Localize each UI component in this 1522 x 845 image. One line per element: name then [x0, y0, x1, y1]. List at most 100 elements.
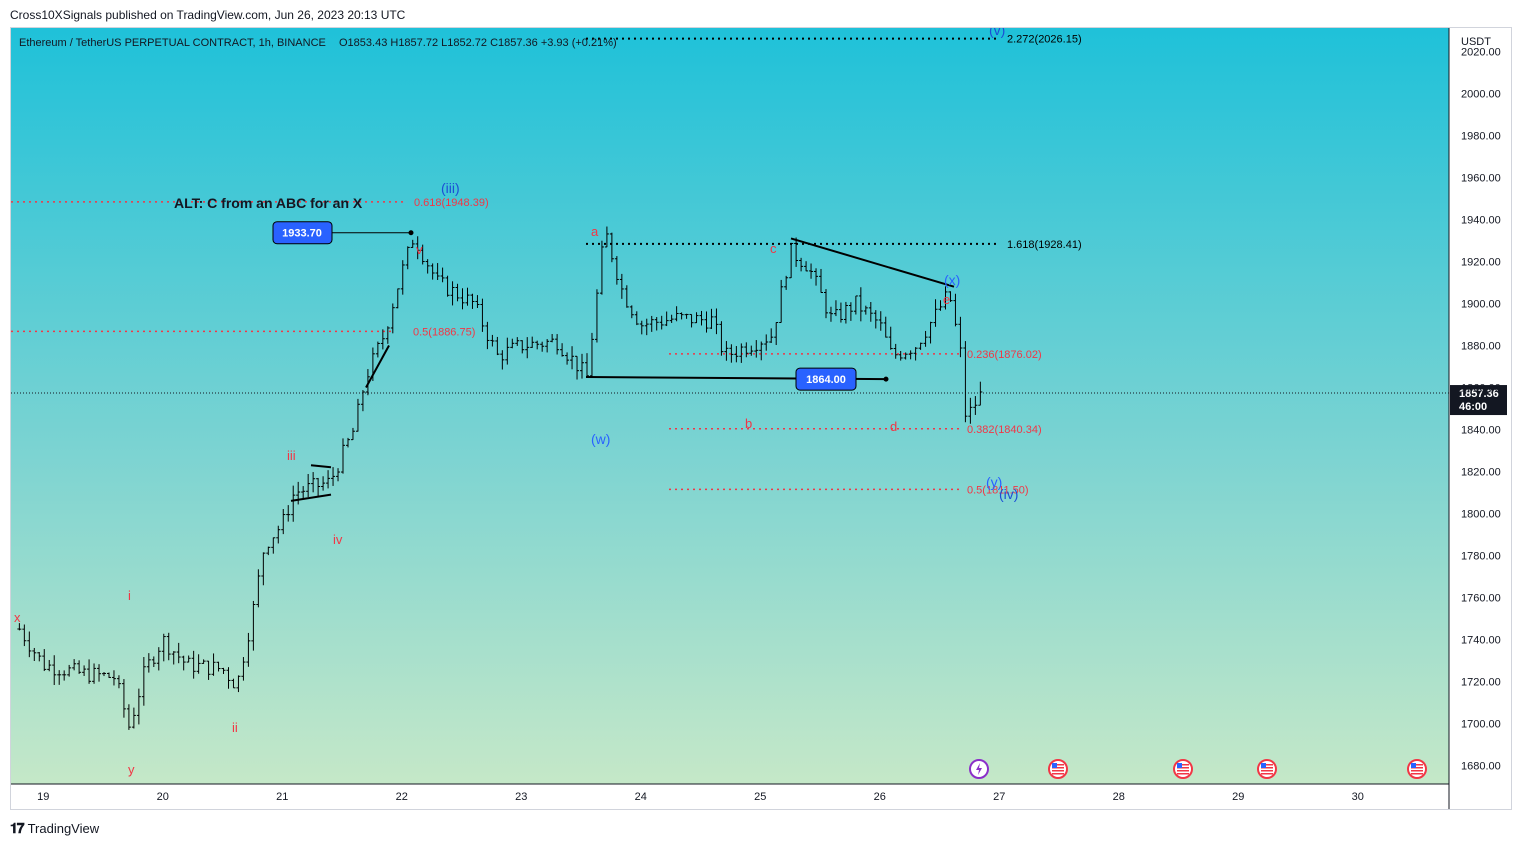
- candle-176: [893, 343, 898, 359]
- candle-114: [584, 353, 589, 377]
- price-tick-16: 1700.00: [1461, 719, 1501, 731]
- candle-135: [689, 313, 694, 328]
- candle-136: [694, 312, 699, 324]
- current-price-badge-bg: [1450, 385, 1507, 416]
- time-tick-4: 23: [515, 791, 527, 803]
- flag-canton: [1411, 763, 1416, 768]
- footer-brand[interactable]: TradingView: [27, 821, 100, 836]
- candle-100: [515, 337, 520, 346]
- candle-115: [589, 332, 594, 377]
- flag-stripe-2: [1052, 770, 1064, 772]
- current-price-value: 1857.36: [1459, 388, 1499, 400]
- candle-171: [868, 302, 873, 322]
- candle-81: [420, 244, 425, 265]
- candle-10: [67, 664, 72, 677]
- candle-157: [799, 257, 804, 272]
- wedge-line-2: [290, 493, 332, 502]
- wave-label-0: x: [14, 610, 21, 625]
- candle-13: [82, 665, 87, 676]
- wedge-line-3: [310, 464, 332, 469]
- candle-121: [619, 273, 624, 299]
- candle-50: [266, 546, 271, 556]
- us-flag-event-icon[interactable]: [1048, 759, 1068, 779]
- us-flag-event-icon[interactable]: [1173, 759, 1193, 779]
- candle-138: [704, 311, 709, 333]
- time-tick-1: 20: [157, 791, 169, 803]
- candle-42: [226, 667, 231, 689]
- price-tag-high-box: [272, 221, 333, 245]
- legend-symbol: Ethereum / TetherUS PERPETUAL CONTRACT, …: [19, 37, 326, 49]
- candle-118: [604, 226, 609, 248]
- candle-187: [948, 291, 953, 302]
- flag-stripe-3: [1411, 773, 1423, 775]
- publisher-line: Cross10XSignals published on TradingView…: [10, 8, 406, 22]
- candle-180: [913, 347, 918, 361]
- time-tick-6: 25: [754, 791, 766, 803]
- flag-stripe-0: [1177, 764, 1189, 766]
- candle-129: [659, 315, 664, 330]
- wave-label-11: d: [890, 419, 897, 434]
- candle-16: [97, 664, 102, 682]
- candle-161: [819, 268, 824, 293]
- candle-64: [336, 468, 341, 482]
- candle-69: [360, 390, 365, 412]
- candle-14: [87, 659, 92, 684]
- candle-125: [639, 320, 644, 335]
- candle-40: [216, 661, 221, 672]
- price-tag-high-dot: [408, 230, 414, 236]
- candle-137: [699, 310, 704, 326]
- candle-104: [535, 340, 540, 350]
- candle-159: [809, 263, 814, 279]
- candle-36: [196, 654, 201, 674]
- candle-127: [649, 315, 654, 332]
- candle-153: [779, 279, 784, 323]
- wave-label-1: y: [128, 762, 135, 777]
- candle-102: [525, 337, 530, 359]
- candle-41: [221, 667, 226, 674]
- price-tick-14: 1740.00: [1461, 635, 1501, 647]
- candle-172: [873, 310, 878, 329]
- candle-3: [32, 647, 37, 662]
- candle-80: [415, 236, 420, 260]
- price-chart[interactable]: 2.272(2026.15) 1.618(1928.41) 0.618(1948.3…: [11, 28, 1511, 809]
- candle-162: [823, 289, 828, 319]
- wave-label-9: b: [745, 416, 752, 431]
- lightning-event-icon[interactable]: [969, 759, 989, 779]
- candle-90: [465, 287, 470, 306]
- candle-99: [510, 338, 515, 349]
- candle-113: [580, 353, 585, 379]
- time-tick-11: 30: [1352, 791, 1364, 803]
- price-tick-3: 1960.00: [1461, 173, 1501, 185]
- time-tick-8: 27: [993, 791, 1005, 803]
- time-tick-10: 29: [1232, 791, 1244, 803]
- candle-75: [390, 303, 395, 334]
- candle-60: [316, 477, 321, 497]
- candle-146: [744, 342, 749, 358]
- candle-59: [311, 472, 316, 493]
- candle-154: [784, 275, 789, 290]
- flag-stripe-1: [1177, 767, 1189, 769]
- candle-139: [709, 308, 714, 329]
- chart-frame[interactable]: 2.272(2026.15) 1.618(1928.41) 0.618(1948.3…: [10, 27, 1512, 810]
- candle-160: [814, 268, 819, 286]
- time-tick-5: 24: [635, 791, 647, 803]
- wave-label-12: e: [943, 292, 950, 307]
- candle-165: [838, 302, 843, 323]
- candle-67: [350, 427, 355, 441]
- candle-86: [445, 275, 450, 297]
- candle-72: [375, 341, 380, 358]
- candle-55: [291, 485, 296, 522]
- candle-109: [560, 343, 565, 357]
- candle-108: [555, 334, 560, 355]
- footer: 𝟏𝟕 TradingView: [10, 820, 99, 837]
- candle-149: [759, 341, 764, 361]
- candle-167: [848, 302, 853, 321]
- candle-147: [749, 345, 754, 356]
- us-flag-event-icon[interactable]: [1257, 759, 1277, 779]
- candle-78: [405, 246, 410, 270]
- candle-128: [654, 317, 659, 331]
- candle-145: [739, 343, 744, 363]
- candle-175: [888, 326, 893, 350]
- us-flag-event-icon[interactable]: [1407, 759, 1427, 779]
